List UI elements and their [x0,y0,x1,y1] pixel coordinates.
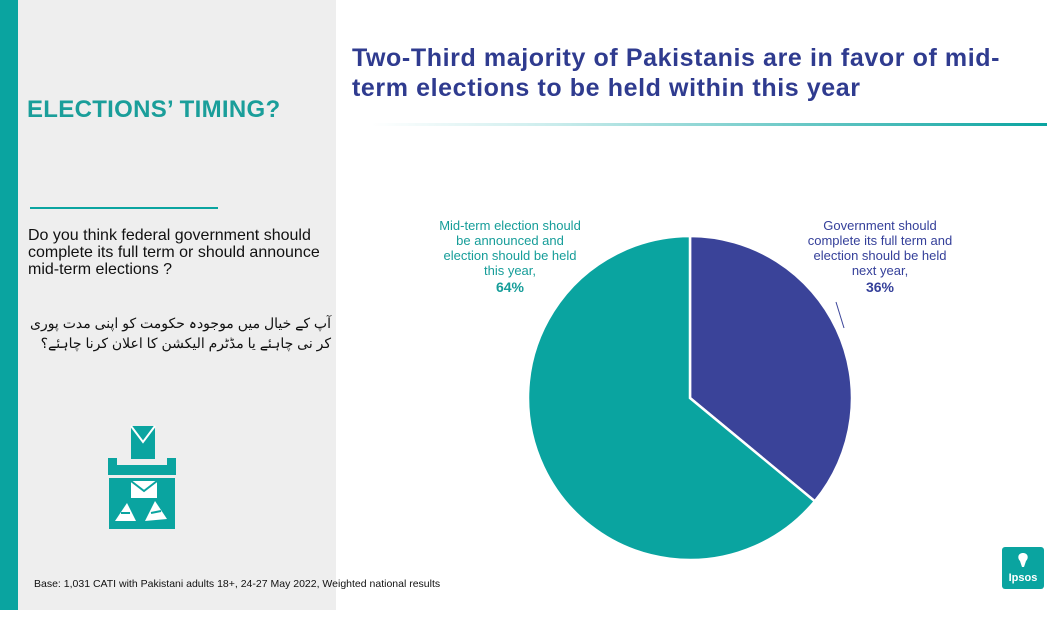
logo-mark-icon [1018,553,1028,567]
question-english: Do you think federal government should c… [28,227,320,278]
pie-slice-64 [526,234,817,562]
slice-value-64: 64% [495,279,525,295]
question-urdu: آپ کے خیال میں موجودہ حکومت کو اپنی مدت … [29,315,331,351]
pie-chart [526,234,854,562]
section-title: ELECTIONS’ TIMING? [27,96,281,123]
left-accent-bar [0,0,18,610]
slice-label-mid-term-text: Mid-term election should be announced an… [439,218,581,278]
leader-line [835,301,845,329]
headline-rule [372,123,1047,126]
base-note: Base: 1,031 CATI with Pakistani adults 1… [34,578,441,590]
pie-slice-36 [688,234,854,504]
slice-label-full-term: Government should complete its full term… [806,218,954,295]
left-panel [18,0,336,610]
ipsos-logo: Ipsos [1002,547,1044,589]
slice-label-full-term-text: Government should complete its full term… [807,218,953,278]
headline: Two-Third majority of Pakistanis are in … [352,44,1001,102]
slice-value-36: 36% [865,279,895,295]
logo-text: Ipsos [1008,572,1038,584]
ballot-box-icon [108,425,176,529]
slice-label-mid-term: Mid-term election should be announced an… [432,218,588,295]
divider-line [30,207,218,209]
